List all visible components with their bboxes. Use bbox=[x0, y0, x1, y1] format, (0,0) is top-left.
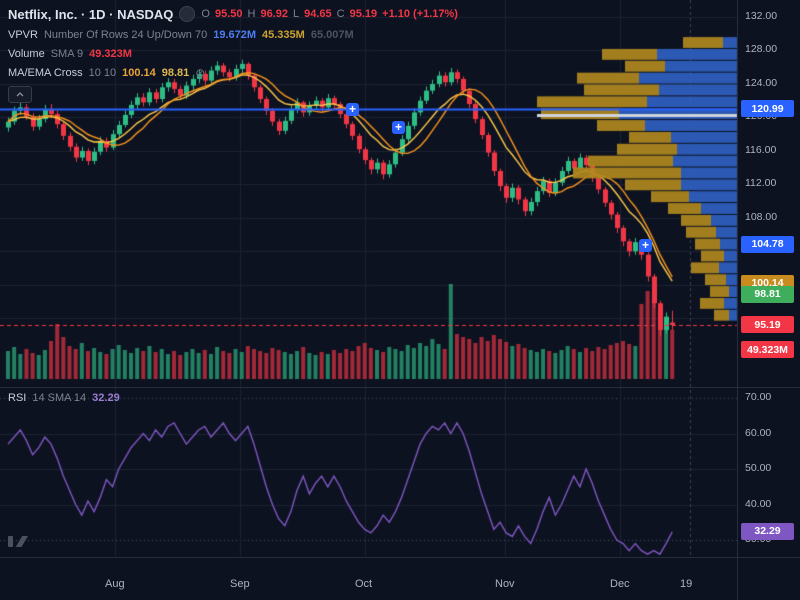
time-axis-label: Oct bbox=[355, 578, 373, 590]
time-axis-label: 19 bbox=[680, 578, 693, 590]
collapse-indicators-button[interactable] bbox=[8, 86, 32, 103]
rsi-params: 14 SMA 14 bbox=[32, 392, 87, 404]
ma-value: 100.14 bbox=[122, 67, 156, 79]
legend: Netflix, Inc. · 1D · NASDAQ O 95.50 H 96.9… bbox=[8, 6, 458, 103]
open-label: O bbox=[201, 8, 210, 20]
rsi-value-badge: 32.29 bbox=[741, 522, 794, 540]
price-axis[interactable]: 132.00128.00124.00120.00116.00112.00108.… bbox=[738, 0, 800, 600]
low-value: 94.65 bbox=[304, 8, 332, 20]
price-axis-label: 124.00 bbox=[745, 76, 778, 89]
rsi-name: RSI bbox=[8, 392, 27, 404]
pane-divider[interactable] bbox=[0, 387, 800, 388]
price-axis-label: 112.00 bbox=[745, 177, 777, 190]
crosshair-plus-marker[interactable]: + bbox=[392, 121, 405, 135]
chevron-up-icon bbox=[16, 92, 24, 97]
high-value: 96.92 bbox=[260, 8, 288, 20]
last-price-badge: 95.19 bbox=[741, 316, 794, 334]
volume-legend-row[interactable]: Volume SMA 9 49.323M bbox=[8, 48, 458, 60]
rsi-legend-row[interactable]: RSI 14 SMA 14 32.29 bbox=[8, 392, 120, 404]
symbol-legend-row[interactable]: Netflix, Inc. · 1D · NASDAQ O 95.50 H 96.9… bbox=[8, 6, 458, 22]
crosshair-price-badge: 104.78 bbox=[741, 235, 794, 253]
price-axis-border bbox=[737, 0, 738, 600]
price-axis-label: 116.00 bbox=[745, 143, 777, 156]
ema-value: 98.81 bbox=[161, 67, 190, 79]
close-label: C bbox=[336, 8, 345, 20]
volume-value: 49.323M bbox=[89, 48, 132, 60]
ma-ema-params: 10 10 bbox=[88, 67, 117, 79]
time-axis-label: Sep bbox=[230, 578, 250, 590]
vpvr-params: Number Of Rows 24 Up/Down 70 bbox=[43, 29, 208, 41]
volume-params: SMA 9 bbox=[50, 48, 84, 60]
hline-price-badge: 120.99 bbox=[741, 100, 794, 118]
ma-ema-disabled-icon: ⊘ bbox=[195, 65, 206, 80]
low-label: L bbox=[293, 8, 300, 20]
vpvr-legend-row[interactable]: VPVR Number Of Rows 24 Up/Down 70 19.672… bbox=[8, 29, 458, 41]
symbol-title: Netflix, Inc. · 1D · NASDAQ bbox=[8, 6, 174, 22]
ma-ema-legend-row[interactable]: MA/EMA Cross 10 10 100.14 98.81 ⊘ bbox=[8, 65, 458, 80]
rsi-axis-label: 40.00 bbox=[745, 497, 772, 510]
time-axis-border bbox=[0, 557, 800, 558]
ma-ema-name: MA/EMA Cross bbox=[8, 67, 83, 79]
tradingview-logo[interactable] bbox=[7, 530, 33, 548]
close-value: 95.19 bbox=[349, 8, 378, 20]
rsi-axis-label: 60.00 bbox=[745, 426, 772, 439]
vpvr-value-total: 65.007M bbox=[310, 29, 354, 41]
ohlc-readout: O 95.50 H 96.92 L 94.65 C 95.19 +1.10 (+1.17… bbox=[201, 8, 458, 20]
price-axis-label: 132.00 bbox=[745, 10, 778, 22]
price-axis-label: 108.00 bbox=[745, 210, 778, 223]
time-axis[interactable]: Aug Sep Oct Nov Dec 19 bbox=[0, 558, 737, 600]
ema-price-badge: 98.81 bbox=[741, 285, 794, 303]
rsi-value: 32.29 bbox=[92, 392, 120, 404]
vpvr-value-up: 19.672M bbox=[213, 29, 257, 41]
price-axis-label: 128.00 bbox=[745, 43, 778, 56]
crosshair-plus-marker[interactable]: + bbox=[639, 238, 652, 252]
symbol-quick-menu-button[interactable] bbox=[179, 6, 196, 22]
vpvr-name: VPVR bbox=[8, 29, 38, 41]
volume-value-badge: 49.323M bbox=[741, 341, 794, 358]
time-axis-label: Dec bbox=[610, 578, 630, 590]
crosshair-plus-marker[interactable]: + bbox=[346, 102, 359, 116]
change-value: +1.10 (+1.17%) bbox=[382, 8, 458, 20]
rsi-axis-label: 50.00 bbox=[745, 462, 772, 474]
volume-name: Volume bbox=[8, 48, 45, 60]
vpvr-value-down: 45.335M bbox=[262, 29, 305, 41]
open-value: 95.50 bbox=[214, 8, 243, 20]
time-axis-label: Nov bbox=[495, 578, 515, 590]
time-axis-label: Aug bbox=[105, 578, 125, 590]
high-label: H bbox=[247, 8, 256, 20]
rsi-axis-label: 70.00 bbox=[745, 391, 772, 403]
